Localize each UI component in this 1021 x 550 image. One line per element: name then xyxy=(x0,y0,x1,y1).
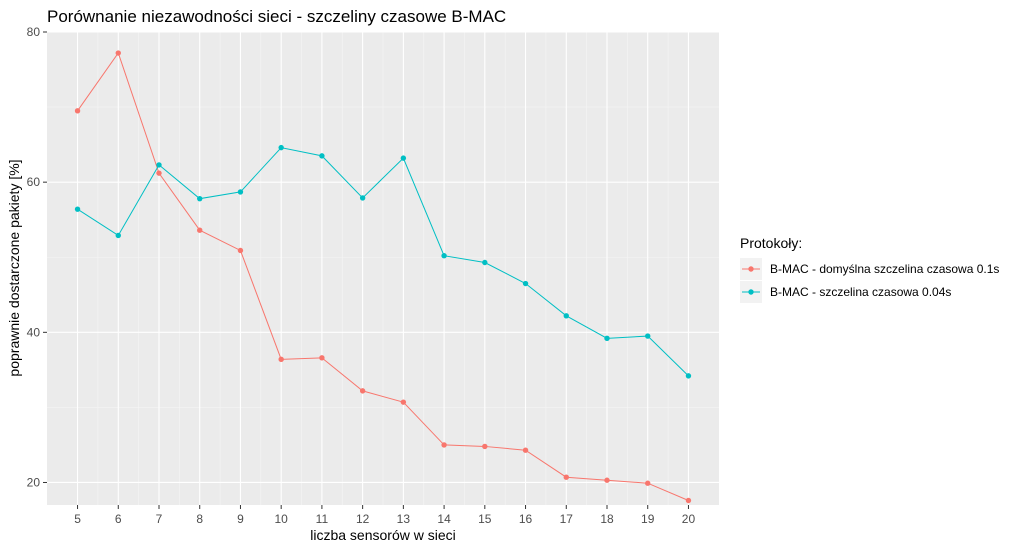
x-tick-label: 14 xyxy=(437,512,451,526)
data-point xyxy=(482,259,488,266)
x-tick-label: 5 xyxy=(74,512,81,526)
legend-label: B-MAC - domyślna szczelina czasowa 0.1s xyxy=(770,262,999,276)
data-point xyxy=(400,399,407,405)
legend-key-point xyxy=(748,289,754,295)
data-point xyxy=(400,155,407,161)
data-point xyxy=(685,373,692,379)
data-point xyxy=(115,50,121,56)
legend-label: B-MAC - szczelina czasowa 0.04s xyxy=(770,285,951,299)
data-point xyxy=(522,280,529,287)
x-tick-label: 15 xyxy=(478,512,492,526)
data-point xyxy=(482,443,488,450)
y-tick-label: 40 xyxy=(27,325,41,339)
data-point xyxy=(685,497,692,504)
x-tick-label: 16 xyxy=(519,512,533,526)
legend-title: Protokoły: xyxy=(740,235,802,251)
legend: Protokoły: B-MAC - domyślna szczelina cz… xyxy=(740,235,999,303)
x-tick-label: 19 xyxy=(641,512,655,526)
x-tick-label: 18 xyxy=(600,512,614,526)
data-point xyxy=(645,333,651,339)
data-point xyxy=(197,227,203,233)
data-point xyxy=(522,447,529,453)
x-tick-label: 9 xyxy=(237,512,244,526)
x-tick-label: 20 xyxy=(682,512,696,526)
x-tick-label: 13 xyxy=(397,512,411,526)
x-tick-label: 6 xyxy=(115,512,122,526)
data-point xyxy=(604,477,610,483)
data-point xyxy=(645,480,651,486)
data-point xyxy=(319,355,325,361)
y-axis-title: poprawnie dostarczone pakiety [%] xyxy=(6,159,22,376)
y-axis: 20 40 60 80 xyxy=(27,25,47,489)
data-point xyxy=(359,388,366,394)
y-tick-label: 80 xyxy=(27,25,41,39)
data-point xyxy=(278,144,284,151)
data-point xyxy=(441,253,447,259)
data-point xyxy=(115,232,121,239)
data-point xyxy=(441,442,447,448)
y-tick-label: 20 xyxy=(27,475,41,489)
data-point xyxy=(278,356,284,363)
legend-key-point xyxy=(748,266,754,272)
y-tick-label: 60 xyxy=(27,175,41,189)
data-point xyxy=(563,313,569,319)
data-point xyxy=(319,153,325,159)
data-point xyxy=(604,335,610,342)
series-line xyxy=(77,147,689,377)
data-point xyxy=(237,189,244,195)
x-tick-label: 8 xyxy=(196,512,203,526)
x-axis: 5 6 7 8 9 10 11 12 13 14 15 16 17 18 19 20 xyxy=(74,505,695,526)
series-line xyxy=(77,51,689,501)
data-point xyxy=(156,162,162,168)
series-layer xyxy=(74,50,692,504)
chart-title: Porównanie niezawodności sieci - szczeli… xyxy=(47,7,506,26)
x-tick-label: 10 xyxy=(275,512,289,526)
x-tick-label: 17 xyxy=(560,512,574,526)
data-point xyxy=(74,206,81,212)
data-point xyxy=(156,170,162,176)
data-point xyxy=(359,195,366,201)
data-point xyxy=(74,108,81,114)
data-point xyxy=(197,195,203,202)
data-point xyxy=(563,474,569,480)
x-tick-label: 11 xyxy=(316,512,329,526)
data-point xyxy=(237,247,244,254)
x-axis-title: liczba sensorów w sieci xyxy=(310,527,456,543)
x-tick-label: 7 xyxy=(156,512,163,526)
x-tick-label: 12 xyxy=(356,512,370,526)
